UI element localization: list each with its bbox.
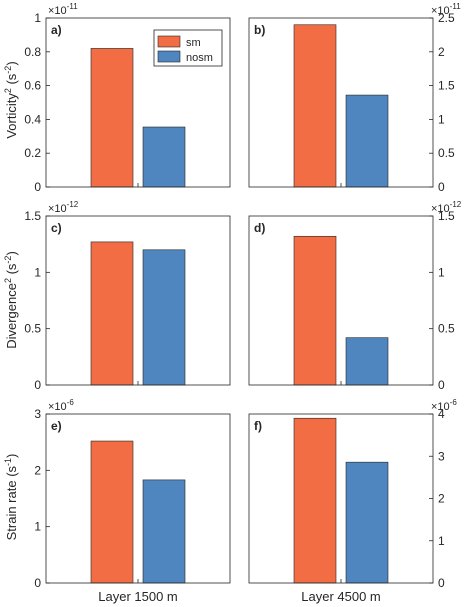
exponent-label: ×10-12 [48,200,79,215]
panel-d: 0 0.5 1 1.5×10-12 d) [248,200,462,392]
panel-label: e) [51,419,62,433]
panel-label: b) [254,23,265,37]
legend-swatch-nosm [157,50,181,63]
ylabel-divergence: Divergence2 (s-2) [3,251,19,349]
axes-box [248,215,434,386]
y-tick-label: 0.5 [438,146,455,160]
y-tick-label: 3 [34,407,41,421]
y-tick-label: 1.5 [438,79,455,93]
bar-nosm [142,126,186,188]
y-tick-label: 0 [34,378,41,392]
y-tick-label: 0.5 [438,322,455,336]
y-tick-label: 1.5 [438,209,455,223]
bar-nosm [142,249,186,386]
bar-sm [293,24,337,188]
bar-sm [293,235,337,386]
bar-sm [90,48,134,188]
y-tick-label: 2 [34,463,41,477]
panel-c: 0 0.5 1 1.5 ×10-12 c) [24,200,231,392]
y-tick-label: 2.5 [438,11,455,25]
panel-a: 0 0.2 0.4 0.6 0.8 1 ×10-11 a) [24,2,231,194]
legend: sm nosm [153,29,223,67]
axes-box [248,413,434,584]
y-tick-label: 0.2 [24,146,41,160]
y-tick-label: 0.6 [24,79,41,93]
y-tick-label: 1 [438,112,445,126]
y-tick-label: 0 [34,180,41,194]
panel-b: 0 0.5 1 1.5 2 2.5×10-11 b) [248,2,461,194]
panel-label: a) [51,23,62,37]
exponent-label: ×10-12 [431,200,462,215]
y-tick-label: 1 [34,265,41,279]
bar-nosm [345,94,389,188]
y-tick-label: 1.5 [24,209,41,223]
axes-box [45,413,231,584]
y-tick-label: 1 [34,520,41,534]
bar-sm [293,417,337,584]
y-tick-label: 0 [34,576,41,590]
bar-sm [90,440,134,584]
ylabel-strain-rate: Strain rate (s-1) [3,454,19,541]
exponent-label: ×10-11 [431,2,461,17]
panel-f: 0 1 2 3 4×10-6 f) [248,398,457,590]
legend-label-sm: sm [186,37,201,49]
y-tick-label: 1 [438,265,445,279]
axes-box [248,17,434,188]
y-tick-label: 0 [438,180,445,194]
y-tick-label: 1 [438,534,445,548]
panel-label: c) [51,221,62,235]
exponent-label: ×10-6 [431,398,457,413]
bar-nosm [345,461,389,584]
xlabel-layer-1500: Layer 1500 m [98,589,178,604]
y-tick-label: 0 [438,378,445,392]
y-tick-label: 0.5 [24,322,41,336]
axes-box [45,215,231,386]
y-tick-label: 1 [34,11,41,25]
ylabel-vorticity: Vorticity2 (s-2) [3,61,19,138]
bar-sm [90,241,134,386]
panels: 00.20.40.60.81 ×10-11a)00.511.522.5×10-11… [24,2,461,590]
y-tick-label: 2 [438,492,445,506]
panel-label: f) [254,419,262,433]
bar-nosm [345,337,389,386]
exponent-label: ×10-6 [48,398,74,413]
y-tick-label: 0.8 [24,45,41,59]
xlabel-layer-4500: Layer 4500 m [301,589,381,604]
panel-label: d) [254,221,265,235]
y-tick-label: 3 [438,449,445,463]
y-tick-label: 4 [438,407,445,421]
y-tick-label: 0.4 [24,112,41,126]
y-tick-label: 0 [438,576,445,590]
exponent-label: ×10-11 [48,2,78,17]
y-tick-label: 2 [438,45,445,59]
legend-label-nosm: nosm [186,52,213,64]
bar-nosm [142,479,186,584]
panel-e: 0 1 2 3 ×10-6 e) [34,398,231,590]
legend-swatch-sm [157,35,181,48]
